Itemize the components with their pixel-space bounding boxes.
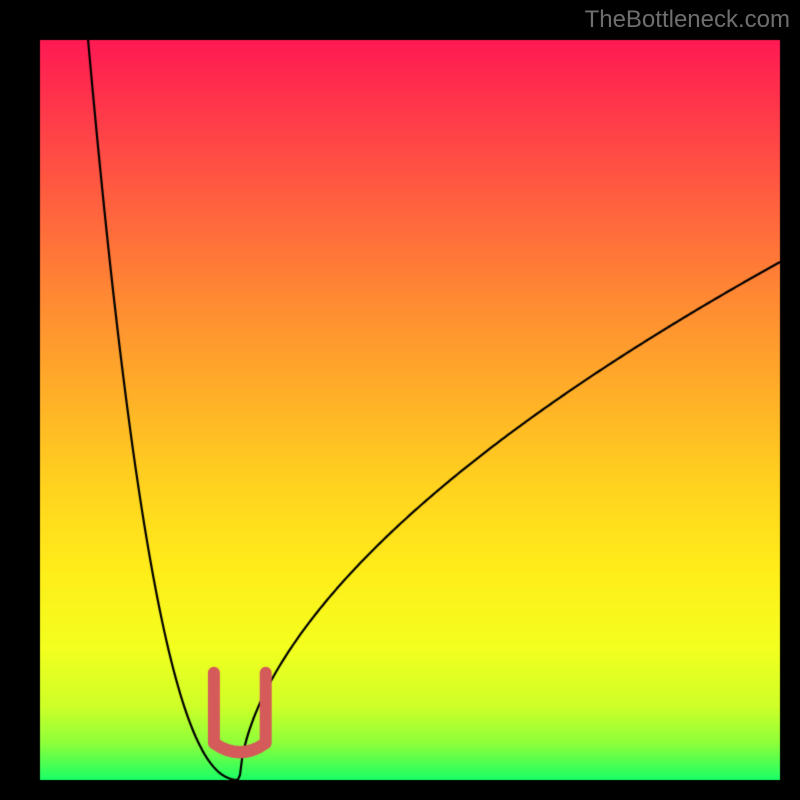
watermark-text: TheBottleneck.com [585, 6, 790, 34]
chart-stage: TheBottleneck.com [0, 0, 800, 800]
bottleneck-curve-plot [0, 0, 800, 800]
